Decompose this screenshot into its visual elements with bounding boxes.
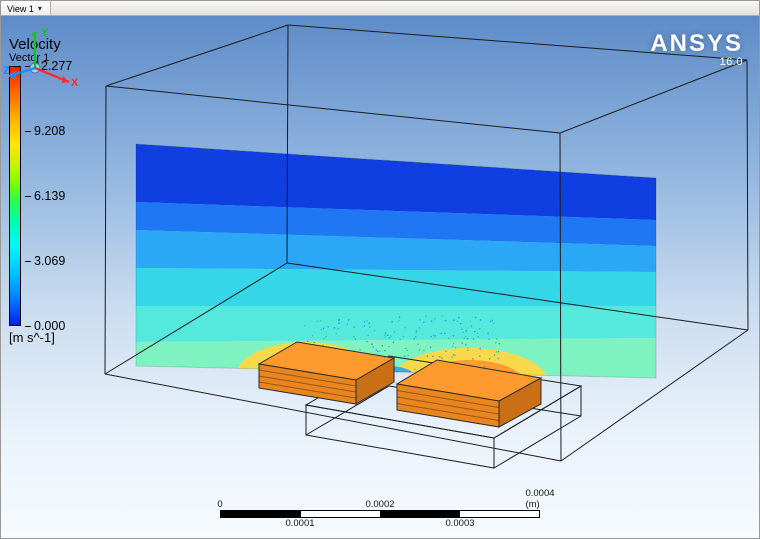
- scale-bar: 00.00020.0004 (m) 0.00010.0003: [220, 498, 540, 530]
- svg-text:X: X: [71, 77, 79, 89]
- scalebar-segment: [380, 511, 460, 517]
- brand-name: ANSYS: [650, 30, 743, 58]
- svg-text:Y: Y: [41, 27, 49, 39]
- legend-tick: 3.069: [25, 254, 65, 268]
- scalebar-label: 0.0001: [285, 518, 314, 529]
- scalebar-segment: [301, 511, 381, 517]
- legend-ticks: 12.2779.2086.1393.0690.000: [21, 66, 99, 326]
- scalebar-label: 0.0004 (m): [525, 488, 554, 510]
- tab-label: View 1: [7, 4, 34, 14]
- viewport-3d[interactable]: Velocity Vector 1 12.2779.2086.1393.0690…: [1, 16, 759, 538]
- brand: ANSYS 16.0: [650, 30, 743, 68]
- app-window: View 1 ▾ Velocity Vector 1 12.2779.2086.…: [0, 0, 760, 539]
- legend-colorbar: [9, 66, 21, 326]
- svg-text:Z: Z: [3, 65, 10, 77]
- scalebar-segment: [460, 511, 540, 517]
- scalebar-label: 0.0002: [365, 499, 394, 510]
- tabbar: View 1 ▾: [1, 1, 759, 16]
- dropdown-icon: ▾: [38, 4, 42, 13]
- scalebar-segment: [221, 511, 301, 517]
- legend-tick: 0.000: [25, 319, 65, 333]
- orientation-triad[interactable]: Y X Z: [1, 16, 83, 90]
- scalebar-label: 0.0003: [445, 518, 474, 529]
- legend-tick: 6.139: [25, 189, 65, 203]
- scene-canvas: [1, 16, 759, 538]
- scalebar-label: 0: [217, 499, 222, 510]
- legend-tick: 9.208: [25, 124, 65, 138]
- tab-view1[interactable]: View 1 ▾: [1, 1, 51, 15]
